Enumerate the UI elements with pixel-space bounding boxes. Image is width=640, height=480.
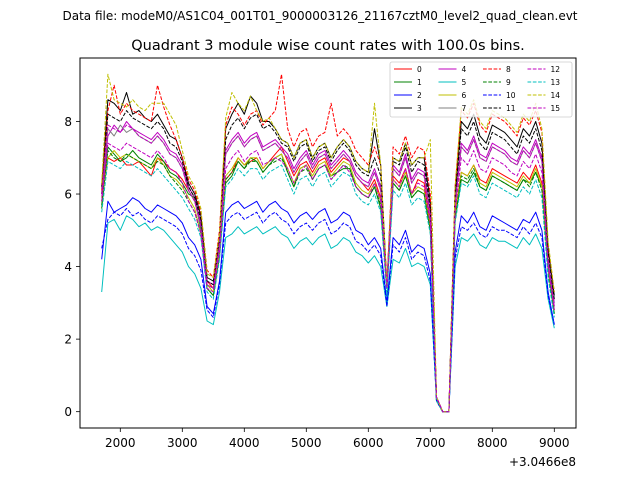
x-tick-label: 7000 [415,436,446,450]
series-line-8 [101,73,555,413]
figure-suptitle: Data file: modeM0/AS1C04_001T01_90000031… [62,9,577,23]
series-line-3 [101,92,555,413]
series-line-11 [101,110,555,413]
legend-box [389,61,573,118]
x-tick-label: 2000 [105,436,136,450]
legend-label-4: 4 [462,65,467,74]
series-line-4 [101,121,555,413]
legend-label-14: 14 [551,91,561,100]
legend-label-10: 10 [506,91,516,100]
y-axis: 0 2 4 6 8 [64,115,80,419]
legend-label-15: 15 [551,104,561,113]
y-tick-label: 0 [64,405,72,419]
x-tick-label: 3000 [167,436,198,450]
legend-label-11: 11 [506,104,516,113]
x-tick-label: 9000 [539,436,570,450]
series-line-9 [101,150,555,413]
series-line-6 [101,150,555,413]
series-line-12 [101,124,555,413]
y-tick-label: 8 [64,115,72,129]
legend-label-1: 1 [417,78,422,87]
legend-label-2: 2 [417,91,422,100]
legend-label-6: 6 [462,91,467,100]
x-tick-label: 6000 [353,436,384,450]
legend-label-5: 5 [462,78,467,87]
series-line-13 [101,160,555,413]
legend-label-7: 7 [462,104,467,113]
x-tick-label: 5000 [291,436,322,450]
series-line-10 [101,208,555,413]
axes-frame [79,57,577,429]
legend-label-3: 3 [417,104,422,113]
x-axis-offset-label: +3.0466e8 [509,455,576,469]
x-tick-label: 8000 [477,436,508,450]
series-line-2 [101,197,555,413]
series-line-15 [101,142,555,413]
plot-area [101,73,555,413]
legend-label-0: 0 [417,65,422,74]
legend-label-13: 13 [551,78,561,87]
legend-label-12: 12 [551,65,561,74]
y-tick-label: 6 [64,188,72,202]
y-tick-label: 4 [64,260,72,274]
legend-label-8: 8 [506,65,511,74]
y-tick-label: 2 [64,333,72,347]
legend-label-9: 9 [506,78,511,87]
series-line-14 [101,73,555,413]
chart-title: Quadrant 3 module wise count rates with … [131,38,525,54]
series-line-5 [101,215,555,413]
x-tick-label: 4000 [229,436,260,450]
x-axis: 2000 3000 4000 5000 6000 7000 8000 9000 [105,428,570,450]
